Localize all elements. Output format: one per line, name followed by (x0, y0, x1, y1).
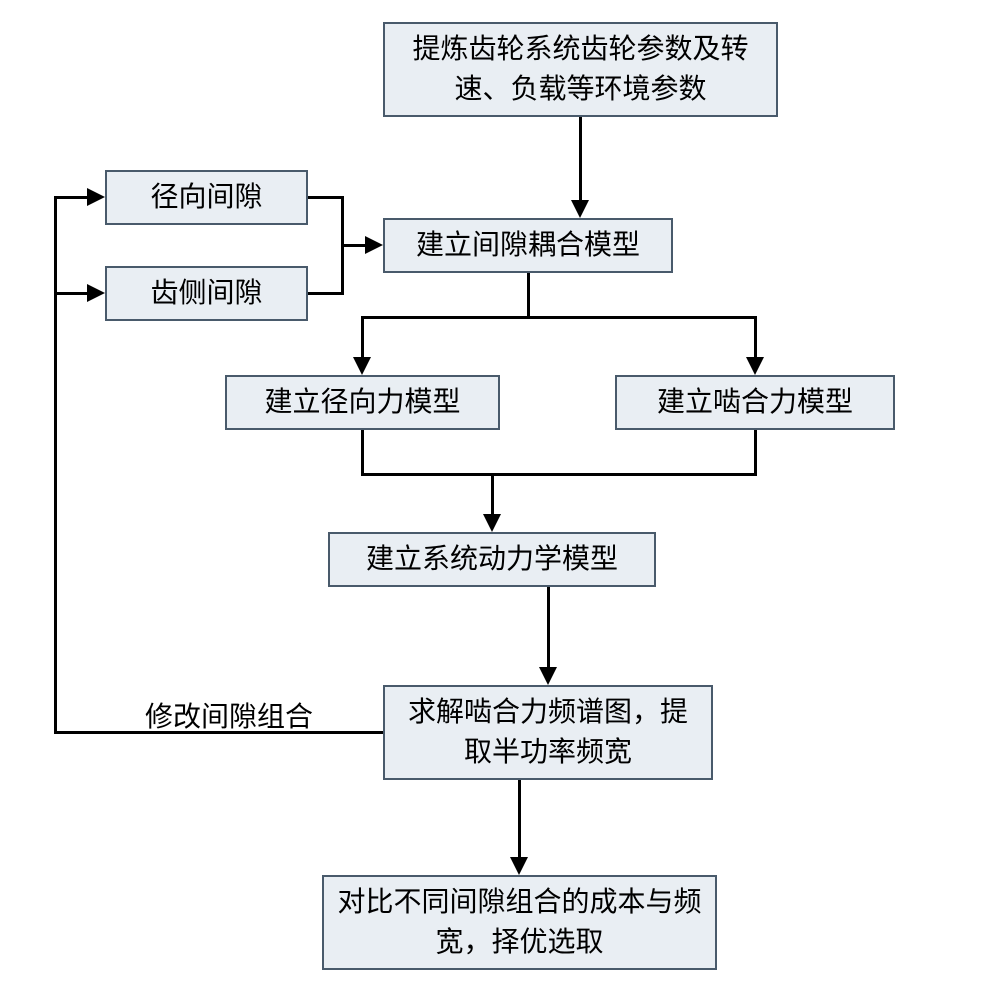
edge (361, 430, 364, 475)
edge (527, 273, 530, 318)
arrowhead-icon (539, 667, 557, 685)
node-label: 齿侧间隙 (150, 274, 262, 313)
edge (361, 316, 364, 358)
edge (54, 292, 88, 295)
node-label: 建立径向力模型 (264, 383, 460, 422)
annotation-label: 修改间隙组合 (145, 702, 313, 733)
edge (491, 473, 494, 515)
node-label: 对比不同间隙组合的成本与频宽，择优选取 (336, 883, 703, 961)
annotation-modify-clearance: 修改间隙组合 (145, 695, 313, 735)
edge (341, 244, 366, 247)
edge (754, 316, 757, 358)
edge (54, 196, 57, 734)
node-label: 求解啮合力频谱图，提取半功率频宽 (397, 693, 699, 771)
node-compare-select: 对比不同间隙组合的成本与频宽，择优选取 (322, 875, 717, 970)
node-mesh-force-model: 建立啮合力模型 (615, 375, 895, 430)
node-label: 建立系统动力学模型 (366, 540, 618, 579)
arrowhead-icon (571, 200, 589, 218)
node-radial-force-model: 建立径向力模型 (225, 375, 500, 430)
arrowhead-icon (365, 236, 383, 254)
arrowhead-icon (483, 514, 501, 532)
node-radial-clearance: 径向间隙 (105, 170, 308, 225)
edge (341, 244, 344, 295)
edge (361, 316, 757, 319)
arrowhead-icon (87, 284, 105, 302)
edge (547, 587, 550, 668)
arrowhead-icon (87, 188, 105, 206)
edge (754, 430, 757, 475)
node-extract-params: 提炼齿轮系统齿轮参数及转速、负载等环境参数 (383, 22, 778, 117)
edge (361, 473, 757, 476)
node-label: 建立啮合力模型 (657, 383, 853, 422)
node-label: 建立间隙耦合模型 (416, 226, 640, 265)
edge (308, 292, 344, 295)
edge (308, 196, 344, 199)
arrowhead-icon (353, 357, 371, 375)
edge (579, 117, 582, 201)
node-label: 提炼齿轮系统齿轮参数及转速、负载等环境参数 (397, 30, 764, 108)
edge (341, 196, 344, 246)
edge (54, 196, 88, 199)
node-dynamics-model: 建立系统动力学模型 (328, 532, 656, 587)
node-label: 径向间隙 (150, 178, 262, 217)
node-side-clearance: 齿侧间隙 (105, 266, 308, 321)
arrowhead-icon (746, 357, 764, 375)
node-coupling-model: 建立间隙耦合模型 (383, 218, 673, 273)
node-spectrum: 求解啮合力频谱图，提取半功率频宽 (383, 685, 713, 780)
edge (518, 780, 521, 858)
arrowhead-icon (510, 857, 528, 875)
